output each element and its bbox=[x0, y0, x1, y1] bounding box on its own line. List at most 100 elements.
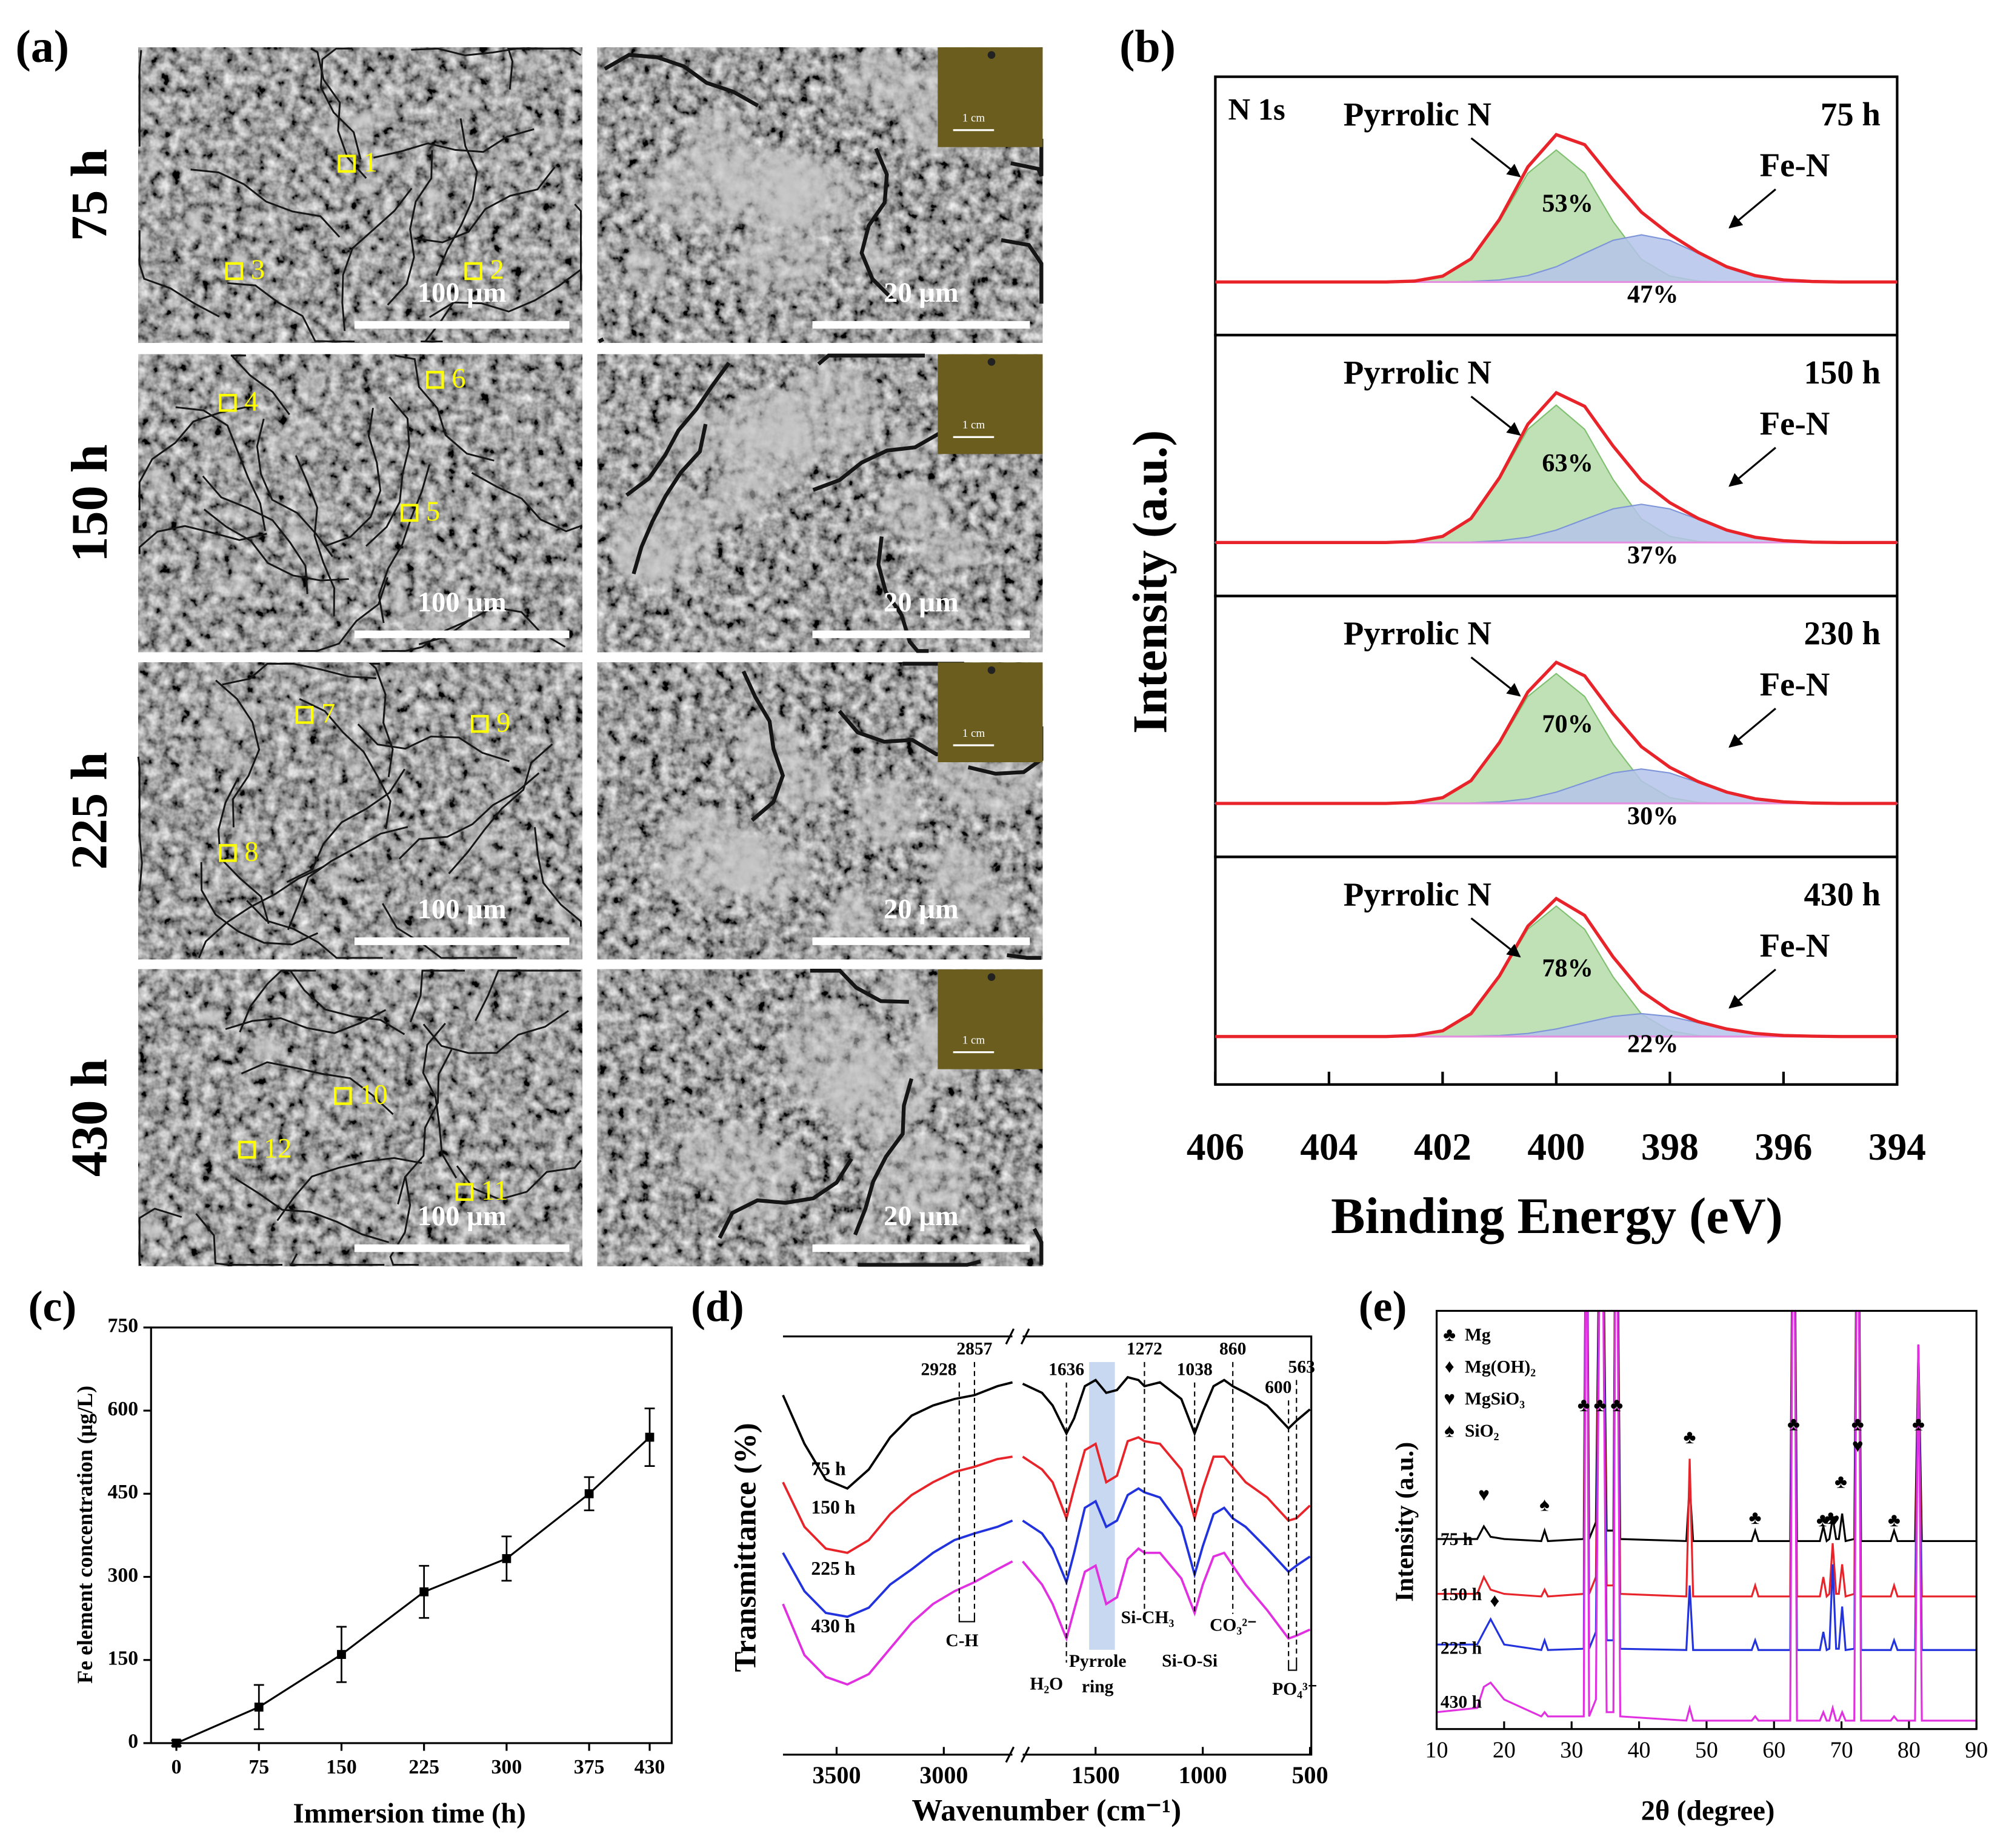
particle bbox=[226, 756, 245, 774]
crack bbox=[225, 1009, 387, 1034]
x-axis-label: 2θ (degree) bbox=[1641, 1796, 1775, 1827]
particle bbox=[442, 599, 464, 616]
crack bbox=[625, 362, 731, 497]
particle bbox=[374, 106, 397, 125]
x-tick-label: 150 bbox=[326, 1756, 357, 1778]
x-tick-label: 404 bbox=[1300, 1126, 1358, 1168]
point-label: 8 bbox=[244, 837, 258, 868]
particle bbox=[400, 611, 422, 626]
analysis-point bbox=[426, 371, 444, 389]
data-point bbox=[337, 1650, 346, 1659]
panel-title: 230 h bbox=[1804, 615, 1881, 652]
particle bbox=[875, 976, 922, 1018]
arrow bbox=[1728, 447, 1776, 487]
axis-break bbox=[1005, 1746, 1030, 1763]
particle bbox=[228, 914, 242, 926]
particle bbox=[482, 848, 502, 868]
particle bbox=[161, 547, 173, 554]
series-label: 430 h bbox=[1441, 1692, 1482, 1712]
x-tick-label: 394 bbox=[1868, 1126, 1926, 1168]
inset-scale-label: 1 cm bbox=[962, 1034, 985, 1046]
scale-bar-label: 100 µm bbox=[418, 587, 507, 618]
y-tick-label: 750 bbox=[107, 1315, 138, 1337]
particle bbox=[498, 79, 507, 85]
crack bbox=[1001, 238, 1044, 304]
particle bbox=[139, 1215, 165, 1241]
crack bbox=[1010, 139, 1044, 177]
x-tick-label: 90 bbox=[1965, 1737, 1988, 1763]
particle bbox=[292, 531, 316, 554]
particle bbox=[716, 837, 768, 892]
y-tick-label: 150 bbox=[107, 1647, 138, 1669]
data-line bbox=[176, 1436, 651, 1744]
assignment-line: Pyrrole bbox=[1069, 1652, 1127, 1671]
data-point bbox=[502, 1554, 511, 1563]
particle bbox=[139, 234, 153, 249]
particle bbox=[390, 1028, 408, 1042]
data-point bbox=[584, 1489, 594, 1498]
x-tick-label: 402 bbox=[1414, 1126, 1471, 1168]
particle bbox=[512, 477, 533, 493]
particle bbox=[764, 1146, 807, 1186]
series-label: 75 h bbox=[811, 1458, 846, 1480]
point-label: 12 bbox=[264, 1133, 292, 1164]
crack bbox=[398, 772, 540, 860]
inset-scale-label: 1 cm bbox=[962, 727, 985, 740]
series-label: 150 h bbox=[811, 1497, 855, 1518]
particle bbox=[145, 468, 169, 494]
particle bbox=[548, 208, 567, 221]
particle bbox=[528, 467, 539, 476]
particle bbox=[542, 1067, 559, 1083]
annotation: Pyrrolic N bbox=[1344, 354, 1491, 391]
inset-photo bbox=[938, 354, 1043, 454]
particle bbox=[402, 828, 422, 846]
point-label: 2 bbox=[490, 254, 504, 285]
crack bbox=[387, 150, 433, 306]
series-label: 150 h bbox=[1441, 1585, 1482, 1604]
assignment-label: PO₄³⁻ bbox=[1272, 1680, 1317, 1699]
analysis-point bbox=[219, 844, 237, 862]
scale-bar bbox=[354, 630, 570, 639]
x-tick-label: 225 bbox=[408, 1756, 439, 1778]
crack bbox=[239, 969, 316, 1033]
particle bbox=[179, 892, 188, 898]
particle bbox=[516, 1205, 537, 1223]
crack bbox=[137, 756, 143, 891]
band bbox=[1089, 1361, 1115, 1650]
particle bbox=[842, 1211, 882, 1243]
particle bbox=[502, 168, 524, 185]
crack bbox=[373, 128, 535, 159]
core-level: N 1s bbox=[1228, 92, 1285, 126]
arrow bbox=[1470, 656, 1521, 697]
panel-label: (b) bbox=[1119, 21, 1176, 72]
particle bbox=[307, 1158, 325, 1177]
arrow bbox=[1470, 396, 1521, 436]
phase-marker: ♣ bbox=[1610, 1394, 1623, 1415]
particle bbox=[168, 600, 183, 614]
annotation: Pyrrolic N bbox=[1344, 96, 1491, 133]
crack bbox=[365, 396, 410, 547]
crack bbox=[598, 337, 605, 344]
crack bbox=[175, 406, 266, 531]
arrow bbox=[1728, 188, 1776, 229]
scale-bar-label: 20 µm bbox=[884, 894, 958, 925]
arrow bbox=[1470, 917, 1521, 958]
crack bbox=[202, 475, 308, 594]
particle bbox=[295, 422, 321, 441]
panel-title: 430 h bbox=[1804, 876, 1881, 912]
plot-frame bbox=[150, 1326, 673, 1744]
particle bbox=[182, 207, 204, 224]
particle bbox=[470, 997, 490, 1019]
particle bbox=[386, 989, 403, 1000]
series-label: 225 h bbox=[811, 1558, 855, 1579]
particle bbox=[540, 126, 561, 147]
arrow bbox=[1728, 708, 1776, 748]
crack bbox=[138, 50, 142, 147]
crack bbox=[456, 1160, 582, 1200]
inset-scale bbox=[953, 129, 995, 131]
x-tick-label: 396 bbox=[1754, 1126, 1812, 1168]
particle bbox=[199, 565, 215, 575]
particle bbox=[248, 1192, 263, 1203]
particle bbox=[272, 431, 298, 457]
share-label: 70% bbox=[1542, 710, 1593, 739]
